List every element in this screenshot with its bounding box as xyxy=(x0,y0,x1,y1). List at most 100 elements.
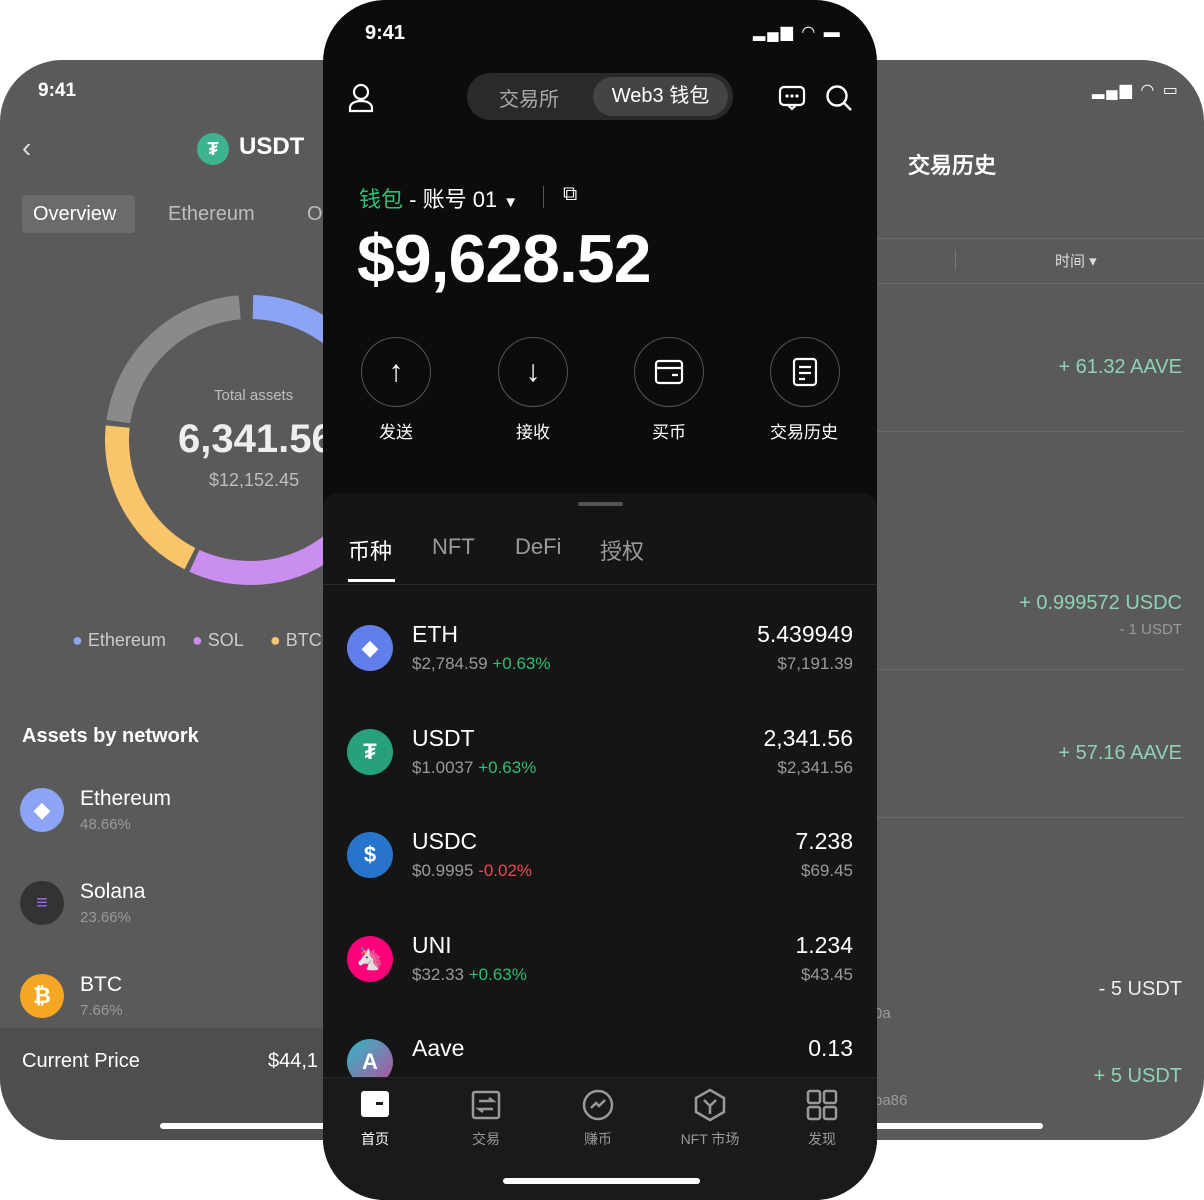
nav-item-1[interactable]: 交易 xyxy=(436,1088,536,1149)
network-name: BTC xyxy=(80,973,122,996)
token-change: +0.63% xyxy=(492,654,551,673)
total-assets-label: Total assets xyxy=(214,387,294,404)
back-chevron-icon[interactable]: ‹ xyxy=(22,132,32,163)
current-price-bar xyxy=(0,1028,340,1140)
divider xyxy=(860,283,1204,284)
nav-label: NFT 市场 xyxy=(680,1131,740,1147)
usdc-icon: $ xyxy=(347,832,393,878)
tab-ethereum[interactable]: Ethereum xyxy=(168,203,255,225)
network-percent: 23.66% xyxy=(80,909,131,926)
token-symbol: ETH xyxy=(412,621,458,647)
buy-button[interactable] xyxy=(634,337,704,407)
history-amount[interactable]: - 5 USDT xyxy=(1098,978,1182,1000)
token-amount: 0.13 xyxy=(808,1035,853,1061)
assets-donut-chart xyxy=(105,295,340,585)
history-amount[interactable]: + 61.32 AAVE xyxy=(1058,356,1182,378)
document-icon xyxy=(792,357,818,387)
sheet-handle[interactable] xyxy=(578,502,623,506)
search-icon[interactable] xyxy=(825,84,853,112)
tab-active-bg xyxy=(22,195,135,233)
home-indicator xyxy=(503,1178,700,1184)
divider xyxy=(860,817,1184,818)
network-percent: 48.66% xyxy=(80,816,131,833)
copy-icon[interactable]: ⧉ xyxy=(563,183,578,205)
chat-icon[interactable] xyxy=(778,85,806,111)
time-filter[interactable]: 时间 ▾ xyxy=(1055,253,1097,270)
card-icon xyxy=(654,359,684,385)
right-phone-history-screen: ▂▄▆ ◠ ▭ 交易历史 时间 ▾ + 61.32 AAVE + 0.99957… xyxy=(860,60,1204,1140)
token-value: $43.45 xyxy=(801,964,853,984)
account-selector[interactable]: 钱包 - 账号 01 ▼ xyxy=(359,187,519,212)
nav-item-0[interactable]: 首页 xyxy=(325,1088,425,1149)
home-indicator xyxy=(160,1123,340,1129)
section-title: Assets by network xyxy=(22,725,199,747)
token-amount: 7.238 xyxy=(795,828,853,854)
wallet-label: 钱包 xyxy=(359,187,404,212)
history-label: 交易历史 xyxy=(770,423,838,442)
account-label: - 账号 01 xyxy=(409,187,498,212)
nav-label: 交易 xyxy=(472,1131,500,1147)
tab-approvals[interactable]: 授权 xyxy=(600,539,645,564)
tab-tokens[interactable]: 币种 xyxy=(348,539,393,564)
btc-icon: ₿ xyxy=(20,974,64,1018)
token-value: $2,341.56 xyxy=(777,757,853,777)
token-price: $32.33 xyxy=(412,964,464,984)
tab-defi[interactable]: DeFi xyxy=(515,534,562,559)
profile-icon[interactable] xyxy=(347,83,375,113)
page-title: 交易历史 xyxy=(908,153,997,178)
history-amount[interactable]: + 0.999572 USDC xyxy=(1019,592,1182,614)
nav-label: 发现 xyxy=(808,1131,836,1147)
divider xyxy=(860,431,1184,432)
segment-web3-wallet[interactable]: Web3 钱包 xyxy=(593,77,728,116)
token-price-line: $2,784.59 +0.63% xyxy=(412,654,551,674)
ethereum-icon: ◆ xyxy=(20,788,64,832)
tab-underline xyxy=(348,579,395,582)
segment-exchange[interactable]: 交易所 xyxy=(499,89,559,111)
legend-sol: ● SOL xyxy=(191,630,244,650)
receive-label: 接收 xyxy=(516,423,550,442)
token-price-line: $1.0037 +0.63% xyxy=(412,758,536,778)
token-amount: 1.234 xyxy=(795,931,853,958)
home-indicator xyxy=(860,1123,1043,1129)
token-change: +0.63% xyxy=(468,964,527,984)
tab-other[interactable]: O xyxy=(307,203,323,225)
receive-button[interactable]: ↓ xyxy=(498,337,568,407)
solana-icon: ≡ xyxy=(20,881,64,925)
history-address: ba86 xyxy=(874,1092,908,1109)
token-price: $0.9995 xyxy=(412,861,474,880)
nav-item-4[interactable]: 发现 xyxy=(772,1088,872,1149)
current-price-label: Current Price xyxy=(22,1050,140,1072)
divider xyxy=(543,186,544,208)
nav-item-2[interactable]: 赚币 xyxy=(548,1088,648,1149)
history-sub-amount: - 1 USDT xyxy=(1119,621,1182,638)
donut-segment-btc xyxy=(105,295,340,585)
token-symbol: Aave xyxy=(412,1035,465,1061)
discover-icon xyxy=(806,1089,838,1121)
history-amount[interactable]: + 57.16 AAVE xyxy=(1058,742,1182,764)
network-percent: 7.66% xyxy=(80,1002,123,1019)
token-amount: 5.439949 xyxy=(757,621,853,647)
earn-icon xyxy=(582,1089,614,1121)
history-address: 0a xyxy=(874,1005,891,1022)
status-time: 9:41 xyxy=(365,22,406,44)
tab-overview[interactable]: Overview xyxy=(33,203,117,225)
token-value: $69.45 xyxy=(801,861,853,880)
divider xyxy=(860,669,1184,670)
history-button[interactable] xyxy=(770,337,840,407)
legend-btc: ● BTC xyxy=(269,630,322,650)
tab-nft[interactable]: NFT xyxy=(432,534,475,559)
token-value: $7,191.39 xyxy=(777,654,853,673)
send-button[interactable]: ↑ xyxy=(361,337,431,407)
filter-divider xyxy=(955,250,956,270)
arrow-up-icon: ↑ xyxy=(388,355,404,388)
history-amount[interactable]: + 5 USDT xyxy=(1093,1065,1182,1087)
home-icon xyxy=(361,1091,389,1117)
token-amount: 2,341.56 xyxy=(763,724,853,751)
token-price: $2,784.59 xyxy=(412,654,488,673)
network-name: Ethereum xyxy=(80,787,172,810)
total-assets-usd: $12,152.45 xyxy=(209,470,300,490)
center-phone-wallet-screen: 9:41 ▂▄▆ ◠ ▬ 交易所 Web3 钱包 钱包 - 账号 01 ▼ ⧉ … xyxy=(323,0,877,1200)
total-assets-value: 6,341.56 xyxy=(178,417,334,461)
nav-item-3[interactable]: NFT 市场 xyxy=(660,1088,760,1149)
send-label: 发送 xyxy=(379,423,413,442)
